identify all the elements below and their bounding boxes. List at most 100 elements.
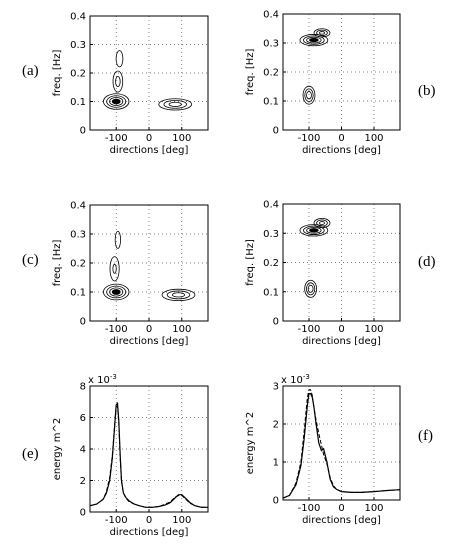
y-tick-label-4: 0.4 bbox=[263, 200, 279, 211]
x-tick-label-0: -100 bbox=[298, 133, 321, 144]
panel-c: -100 0 100 0 0.1 0.2 0.3 0.4 directions [deg] fre… bbox=[52, 201, 209, 347]
contour-line-0 bbox=[109, 256, 120, 282]
contour-core bbox=[111, 98, 121, 105]
panel-a: -100 0 100 0 0.1 0.2 0.3 0.4 directions [deg] fre… bbox=[52, 12, 209, 156]
contour-line-1 bbox=[316, 219, 328, 227]
plot-frame bbox=[282, 203, 401, 322]
panel-label-e: (e) bbox=[22, 446, 39, 462]
panel-label-c: (c) bbox=[22, 252, 39, 268]
spectral-peak-3 bbox=[158, 98, 193, 111]
y-tick-label-2: 2 bbox=[273, 420, 279, 431]
y-tick-label-3: 0.3 bbox=[263, 39, 279, 50]
x-tick-label-0: -100 bbox=[105, 133, 128, 144]
x-tick-label-2: 100 bbox=[364, 324, 383, 335]
contour-line-1 bbox=[166, 290, 191, 300]
y-tick-label-3: 3 bbox=[273, 382, 279, 393]
x-tick-label-1: 0 bbox=[146, 133, 152, 144]
y-tick-label-1: 2 bbox=[80, 476, 86, 487]
y-tick-label-0: 0 bbox=[80, 126, 86, 137]
spectral-peak-0 bbox=[299, 224, 329, 237]
y-tick-label-0: 0 bbox=[273, 317, 279, 328]
y-axis-label: energy m^2 bbox=[245, 412, 256, 475]
x-tick-label-1: 0 bbox=[146, 515, 152, 526]
spectral-peak-2 bbox=[302, 85, 316, 105]
y-tick-label-4: 0.4 bbox=[263, 10, 279, 21]
y-tick-label-0: 0 bbox=[273, 126, 279, 137]
x-axis-label: directions [deg] bbox=[302, 336, 381, 347]
contour-line-1 bbox=[306, 282, 316, 296]
contour-line-2 bbox=[319, 31, 325, 35]
contour-line-1 bbox=[316, 29, 328, 36]
spectral-peak-2 bbox=[304, 279, 317, 298]
x-tick-label-2: 100 bbox=[172, 515, 191, 526]
x-tick-label-1: 0 bbox=[338, 133, 344, 144]
contour-line-0 bbox=[103, 283, 130, 301]
contour-line-0 bbox=[304, 279, 317, 298]
contour-line-1 bbox=[106, 285, 127, 299]
y-tick-label-1: 0.1 bbox=[263, 97, 279, 108]
contour-line-1 bbox=[163, 100, 187, 109]
x-tick-label-2: 100 bbox=[364, 503, 383, 514]
contour-line-0 bbox=[313, 217, 331, 229]
spectral-peak-0 bbox=[103, 93, 130, 110]
x-axis-label: directions [deg] bbox=[110, 336, 189, 347]
contour-line-1 bbox=[304, 88, 314, 102]
contour-line-0 bbox=[299, 34, 329, 47]
panel-d: -100 0 100 0 0.1 0.2 0.3 0.4 directions [deg] fre… bbox=[245, 200, 401, 347]
x-tick-label-2: 100 bbox=[172, 133, 191, 144]
scale-factor-label: x 10-3 bbox=[281, 373, 310, 386]
y-tick-label-1: 0.1 bbox=[70, 97, 86, 108]
x-tick-label-1: 0 bbox=[146, 324, 152, 335]
x-tick-label-2: 100 bbox=[172, 324, 191, 335]
contour-line-2 bbox=[319, 221, 325, 225]
y-axis-label: freq. [Hz] bbox=[52, 49, 63, 96]
contour-line-2 bbox=[109, 287, 124, 297]
spectral-peak-2 bbox=[115, 50, 124, 68]
contour-line-0 bbox=[313, 28, 331, 38]
panel-label-f: (f) bbox=[418, 428, 433, 444]
y-tick-label-4: 0.4 bbox=[70, 201, 86, 212]
scale-factor-label: x 10-3 bbox=[88, 373, 117, 386]
contour-line-2 bbox=[306, 36, 322, 44]
x-tick-label-0: -100 bbox=[105, 515, 128, 526]
spectral-peak-1 bbox=[313, 217, 331, 229]
contour-line-2 bbox=[168, 101, 182, 107]
spectral-peak-0 bbox=[103, 283, 130, 301]
y-tick-label-0: 0 bbox=[80, 317, 86, 328]
x-axis-label: directions [deg] bbox=[302, 515, 381, 526]
contour-line-1 bbox=[106, 95, 127, 108]
x-tick-label-0: -100 bbox=[298, 503, 321, 514]
x-tick-label-1: 0 bbox=[338, 503, 344, 514]
x-tick-label-1: 0 bbox=[338, 324, 344, 335]
spectral-peak-2 bbox=[114, 230, 121, 249]
x-axis-label: directions [deg] bbox=[110, 527, 189, 538]
spectral-peak-1 bbox=[313, 28, 331, 38]
contour-line-0 bbox=[161, 288, 196, 302]
x-tick-label-0: -100 bbox=[105, 324, 128, 335]
y-tick-label-2: 4 bbox=[80, 445, 86, 456]
y-tick-label-3: 0.3 bbox=[70, 230, 86, 241]
contour-line-0 bbox=[114, 230, 121, 249]
y-axis-label: freq. [Hz] bbox=[245, 48, 256, 95]
contour-line-0 bbox=[299, 224, 329, 237]
contour-line-1 bbox=[303, 225, 325, 235]
panel-label-d: (d) bbox=[418, 254, 436, 270]
contour-line-1 bbox=[112, 263, 117, 274]
contour-core bbox=[309, 228, 319, 233]
y-tick-label-2: 0.2 bbox=[263, 68, 279, 79]
y-tick-label-2: 0.2 bbox=[70, 69, 86, 80]
spectral-peak-1 bbox=[109, 256, 120, 282]
panel-f: -100 0 100 0 1 2 3 directions [deg] energy m^2 x … bbox=[245, 373, 401, 526]
y-axis-label: freq. [Hz] bbox=[52, 239, 63, 286]
y-tick-label-4: 0.4 bbox=[70, 12, 86, 23]
contour-line-2 bbox=[171, 292, 186, 298]
contour-line-1 bbox=[303, 35, 325, 45]
x-axis-label: directions [deg] bbox=[302, 145, 381, 156]
y-tick-label-0: 0 bbox=[273, 496, 279, 507]
panel-label-b: (b) bbox=[418, 83, 436, 99]
y-tick-label-1: 1 bbox=[273, 458, 279, 469]
panel-b: -100 0 100 0 0.1 0.2 0.3 0.4 directions [deg] fre… bbox=[245, 10, 401, 156]
y-tick-label-2: 0.2 bbox=[263, 258, 279, 269]
contour-line-0 bbox=[302, 85, 316, 105]
spectral-peak-3 bbox=[161, 288, 196, 302]
